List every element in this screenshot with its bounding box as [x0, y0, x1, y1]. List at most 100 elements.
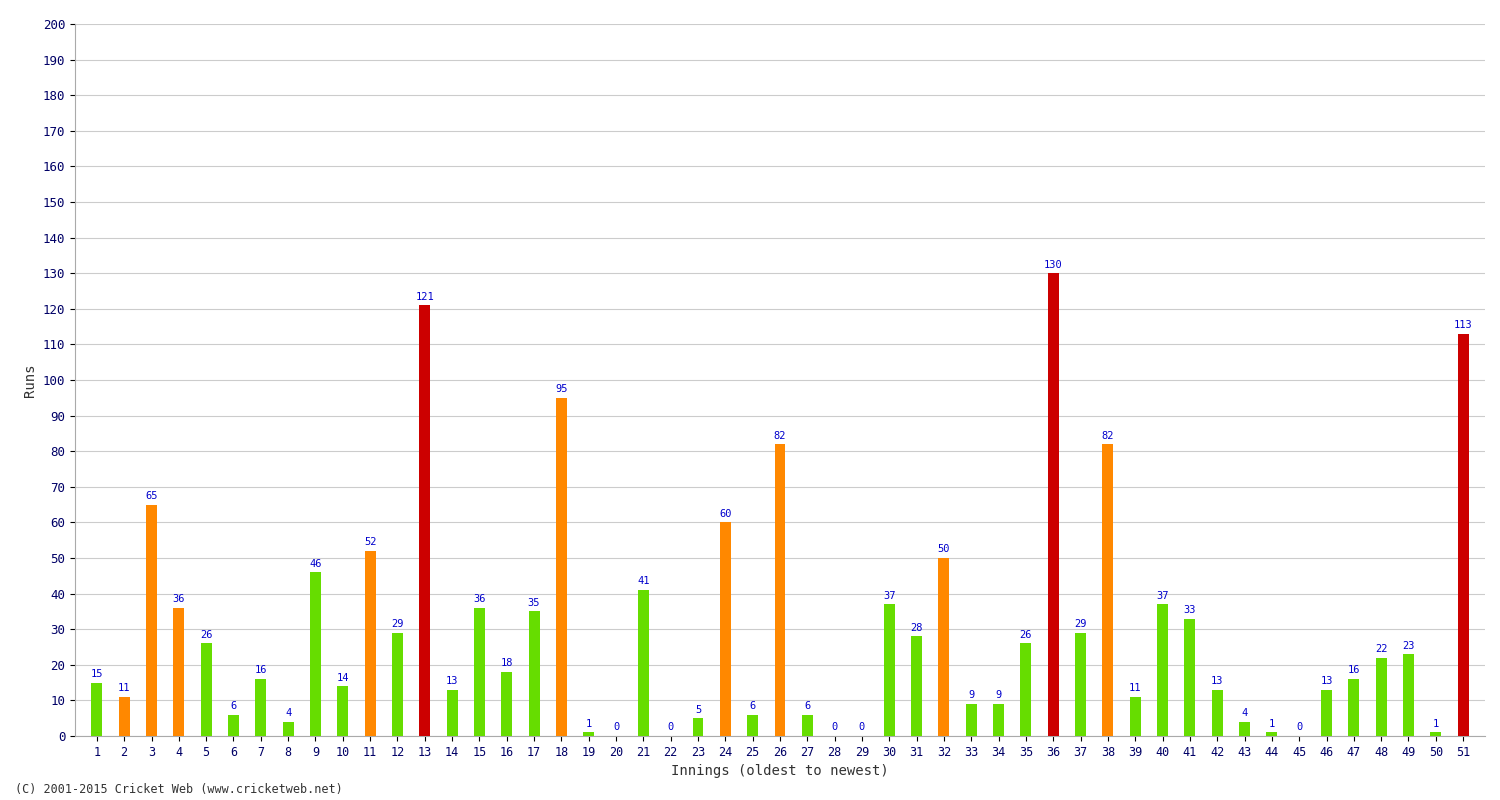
Bar — [556, 398, 567, 736]
Text: 41: 41 — [638, 577, 650, 586]
Text: 5: 5 — [694, 705, 700, 714]
Bar — [528, 611, 540, 736]
Text: 29: 29 — [392, 619, 404, 630]
Bar — [802, 714, 813, 736]
Text: 1: 1 — [585, 719, 592, 729]
Text: 16: 16 — [255, 666, 267, 675]
Bar — [1402, 654, 1414, 736]
Text: 4: 4 — [1242, 708, 1248, 718]
Text: 1: 1 — [1269, 719, 1275, 729]
Bar — [174, 608, 184, 736]
Bar — [338, 686, 348, 736]
Text: 0: 0 — [859, 722, 865, 733]
Text: 28: 28 — [910, 622, 922, 633]
Bar — [310, 572, 321, 736]
Text: 11: 11 — [1130, 683, 1142, 694]
Text: 29: 29 — [1074, 619, 1088, 630]
Text: 35: 35 — [528, 598, 540, 608]
Text: 0: 0 — [614, 722, 620, 733]
Text: 9: 9 — [968, 690, 975, 701]
Bar — [693, 718, 703, 736]
Bar — [1239, 722, 1250, 736]
Bar — [146, 505, 158, 736]
Bar — [92, 682, 102, 736]
Bar — [1130, 697, 1140, 736]
Bar — [747, 714, 758, 736]
Text: 65: 65 — [146, 491, 158, 501]
Bar — [939, 558, 950, 736]
Text: 37: 37 — [884, 590, 896, 601]
Text: 95: 95 — [555, 384, 567, 394]
Text: 13: 13 — [1210, 676, 1224, 686]
Bar — [255, 679, 267, 736]
Text: 18: 18 — [501, 658, 513, 668]
Text: 16: 16 — [1347, 666, 1360, 675]
Bar — [282, 722, 294, 736]
Text: 113: 113 — [1454, 320, 1473, 330]
Text: 82: 82 — [774, 430, 786, 441]
Text: 15: 15 — [90, 669, 104, 679]
Bar — [1458, 334, 1468, 736]
Bar — [774, 444, 786, 736]
Text: 121: 121 — [416, 292, 434, 302]
Text: 50: 50 — [938, 545, 950, 554]
Text: 6: 6 — [750, 701, 756, 711]
Text: 9: 9 — [996, 690, 1002, 701]
Bar — [501, 672, 512, 736]
Bar — [1212, 690, 1222, 736]
Bar — [966, 704, 976, 736]
Bar — [584, 733, 594, 736]
Text: 36: 36 — [172, 594, 184, 604]
Text: 46: 46 — [309, 558, 321, 569]
Text: 26: 26 — [200, 630, 213, 640]
Text: 22: 22 — [1376, 644, 1388, 654]
Bar — [201, 643, 211, 736]
Text: 60: 60 — [718, 509, 732, 519]
Text: 33: 33 — [1184, 605, 1196, 615]
Bar — [1348, 679, 1359, 736]
Text: 13: 13 — [446, 676, 459, 686]
X-axis label: Innings (oldest to newest): Innings (oldest to newest) — [670, 764, 890, 778]
Text: 11: 11 — [118, 683, 130, 694]
Y-axis label: Runs: Runs — [22, 363, 38, 397]
Text: 14: 14 — [336, 673, 350, 682]
Text: 0: 0 — [831, 722, 839, 733]
Text: 0: 0 — [668, 722, 674, 733]
Bar — [228, 714, 238, 736]
Bar — [638, 590, 650, 736]
Text: 26: 26 — [1020, 630, 1032, 640]
Text: 6: 6 — [804, 701, 810, 711]
Text: (C) 2001-2015 Cricket Web (www.cricketweb.net): (C) 2001-2015 Cricket Web (www.cricketwe… — [15, 783, 342, 796]
Bar — [1431, 733, 1442, 736]
Text: 82: 82 — [1101, 430, 1114, 441]
Bar — [1020, 643, 1032, 736]
Text: 13: 13 — [1320, 676, 1334, 686]
Bar — [1048, 274, 1059, 736]
Bar — [1156, 604, 1168, 736]
Bar — [993, 704, 1004, 736]
Bar — [1322, 690, 1332, 736]
Text: 130: 130 — [1044, 260, 1062, 270]
Text: 36: 36 — [472, 594, 486, 604]
Bar — [392, 633, 404, 736]
Text: 23: 23 — [1402, 641, 1414, 650]
Bar — [364, 551, 375, 736]
Bar — [720, 522, 730, 736]
Bar — [118, 697, 129, 736]
Bar — [1076, 633, 1086, 736]
Bar — [1185, 618, 1196, 736]
Bar — [1266, 733, 1278, 736]
Text: 1: 1 — [1432, 719, 1438, 729]
Bar — [420, 306, 430, 736]
Bar — [910, 636, 922, 736]
Bar — [1376, 658, 1386, 736]
Text: 6: 6 — [231, 701, 237, 711]
Bar — [884, 604, 896, 736]
Text: 52: 52 — [364, 538, 376, 547]
Text: 4: 4 — [285, 708, 291, 718]
Bar — [1102, 444, 1113, 736]
Bar — [447, 690, 458, 736]
Bar — [474, 608, 484, 736]
Text: 37: 37 — [1156, 590, 1168, 601]
Text: 0: 0 — [1296, 722, 1302, 733]
